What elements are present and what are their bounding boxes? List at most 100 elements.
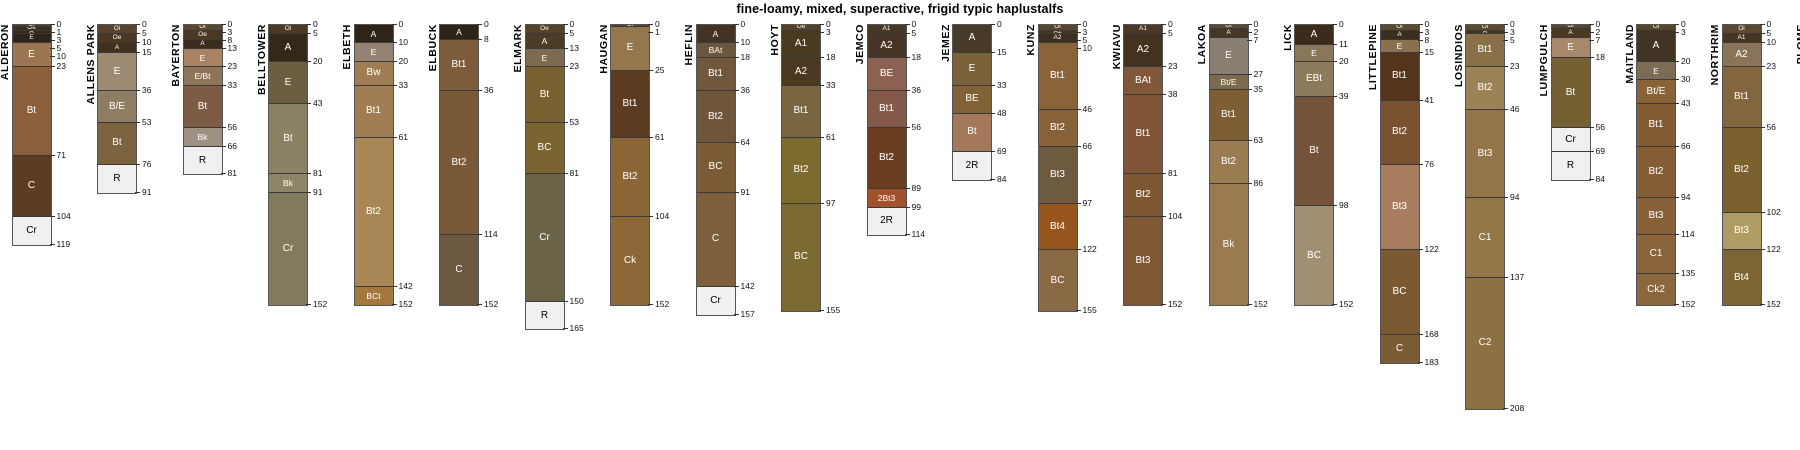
- soil-horizon[interactable]: C1: [1466, 198, 1504, 278]
- soil-profile[interactable]: PLOMEOiOeAEE/BBt1Bt2C03513465894112157: [1795, 24, 1800, 316]
- soil-horizon[interactable]: Bt2: [1722, 128, 1761, 214]
- soil-horizon[interactable]: BC: [782, 203, 820, 311]
- soil-horizon[interactable]: Oe: [782, 25, 820, 31]
- soil-horizon[interactable]: Bt1: [611, 71, 649, 138]
- profile-column[interactable]: Oi A Bt1 Bt2 Bt3 C1 C2: [1465, 24, 1505, 410]
- soil-profile[interactable]: LAKOA Oi A E Bt/E Bt1 Bt2 Bk 0 2 7 27 35 63 86 152: [1196, 20, 1268, 308]
- soil-horizon[interactable]: Oi: [269, 25, 307, 35]
- soil-horizon[interactable]: EBt: [1295, 61, 1333, 97]
- soil-profile[interactable]: LOSINDIOS Oi A Bt1 Bt2 Bt3 C1 C2 0 3 5 23 46 94 137 208: [1453, 20, 1525, 412]
- soil-horizon[interactable]: Bt2: [1637, 146, 1675, 199]
- soil-horizon[interactable]: Oi: [611, 25, 649, 27]
- soil-horizon[interactable]: 2Bt3: [867, 189, 906, 208]
- soil-horizon[interactable]: Bt2: [440, 91, 478, 236]
- soil-horizon[interactable]: A: [1466, 30, 1504, 35]
- soil-horizon[interactable]: E: [12, 34, 51, 44]
- soil-horizon[interactable]: Ck2: [1637, 274, 1675, 306]
- soil-horizon[interactable]: Bt/E: [1637, 80, 1675, 105]
- soil-horizon[interactable]: A: [354, 25, 393, 44]
- soil-horizon[interactable]: B/E: [98, 91, 136, 123]
- soil-horizon[interactable]: BAt: [1124, 67, 1162, 96]
- soil-horizon[interactable]: Bt2: [1466, 67, 1504, 110]
- soil-profile[interactable]: LICK A E EBt Bt BC 0 11 20 39 98 152: [1282, 20, 1354, 308]
- soil-profile[interactable]: JEMEZ A E BE Bt 2R 0 15 33 48 69 84: [940, 20, 1007, 183]
- profile-column[interactable]: Oi A E Bt Bk Cr: [268, 24, 308, 307]
- soil-horizon[interactable]: E: [1637, 61, 1675, 81]
- soil-horizon[interactable]: BE: [953, 85, 991, 114]
- soil-horizon[interactable]: Bt3: [1722, 213, 1761, 251]
- soil-horizon[interactable]: Bk: [183, 128, 222, 147]
- soil-profile[interactable]: KWIAVU A1 A2 BAt Bt1 Bt2 Bt3 0 5 23 38 81 104 152: [1111, 20, 1183, 308]
- profile-column[interactable]: Oi Oe A E B/E Bt R: [97, 24, 137, 194]
- soil-horizon[interactable]: A: [1637, 30, 1675, 62]
- soil-horizon[interactable]: A: [525, 34, 564, 49]
- soil-profile[interactable]: MAITLAND Oi A E Bt/E Bt1 Bt2 Bt3 C1 Ck2 0 3 20 30 43 66…: [1624, 20, 1696, 308]
- soil-profile[interactable]: BELLTOWER Oi A E Bt Bk Cr 0 5 20 43 81 91 152: [256, 20, 328, 308]
- soil-horizon[interactable]: R: [525, 301, 564, 330]
- soil-horizon[interactable]: Bt1: [782, 85, 820, 138]
- profile-column[interactable]: Oi A E Bt1 Bt2 Bt3 BC C: [1379, 24, 1420, 364]
- soil-horizon[interactable]: E/Bt: [183, 67, 222, 86]
- soil-horizon[interactable]: Bt3: [1466, 109, 1504, 199]
- soil-horizon[interactable]: Bt2: [1380, 100, 1419, 166]
- soil-horizon[interactable]: Cr: [12, 216, 51, 245]
- soil-horizon[interactable]: A1: [782, 30, 820, 59]
- soil-horizon[interactable]: Oi: [1637, 25, 1675, 31]
- soil-horizon[interactable]: BC: [1038, 250, 1077, 311]
- soil-horizon[interactable]: BCt: [354, 286, 393, 306]
- soil-horizon[interactable]: Bt2: [782, 137, 820, 204]
- soil-horizon[interactable]: A: [269, 34, 307, 62]
- soil-horizon[interactable]: Bt2: [696, 91, 735, 144]
- soil-horizon[interactable]: Oi: [1380, 25, 1419, 31]
- soil-profile[interactable]: LUMPGULCH Oi A E Bt Cr R 0 2 7 18 56 69 84: [1538, 20, 1605, 183]
- soil-horizon[interactable]: E: [1551, 37, 1590, 59]
- soil-horizon[interactable]: 2R: [867, 207, 906, 236]
- profile-column[interactable]: Oi A E Bt/E Bt1 Bt2 Bk: [1208, 24, 1249, 307]
- soil-horizon[interactable]: A: [440, 25, 478, 40]
- profile-column[interactable]: A1 A2 BAt Bt1 Bt2 Bt3: [1123, 24, 1163, 307]
- soil-horizon[interactable]: Bt3: [1380, 165, 1419, 251]
- soil-horizon[interactable]: E: [525, 48, 564, 68]
- soil-horizon[interactable]: Oe: [183, 30, 222, 40]
- profile-column[interactable]: A BAt Bt1 Bt2 BC C Cr: [695, 24, 736, 316]
- profile-column[interactable]: A E EBt Bt BC: [1294, 24, 1334, 307]
- soil-horizon[interactable]: Bt1: [696, 58, 735, 92]
- soil-horizon[interactable]: E: [98, 52, 136, 92]
- soil-profile[interactable]: HAUGANOi E Bt1 Bt2 Ck 01 25 61 104 152: [598, 20, 670, 308]
- soil-horizon[interactable]: Bt/E: [1209, 74, 1248, 90]
- profile-column[interactable]: Oe A1 A2 Bt1 Bt2 BC: [781, 24, 821, 312]
- soil-horizon[interactable]: Oi: [1209, 25, 1248, 29]
- soil-horizon[interactable]: A: [1209, 28, 1248, 38]
- soil-horizon[interactable]: C2: [1466, 277, 1504, 409]
- soil-horizon[interactable]: Oe: [525, 25, 564, 35]
- soil-horizon[interactable]: Bt2: [354, 137, 393, 287]
- soil-horizon[interactable]: Cr: [696, 286, 735, 315]
- soil-profile[interactable]: HOYT Oe A1 A2 Bt1 Bt2 BC 0 3 18 33 61 97 155: [769, 20, 841, 314]
- soil-horizon[interactable]: BC: [696, 143, 735, 193]
- soil-horizon[interactable]: E: [1380, 39, 1419, 53]
- soil-horizon[interactable]: BAt: [696, 43, 735, 59]
- soil-horizon[interactable]: Bt2: [1209, 141, 1248, 184]
- soil-horizon[interactable]: Bt1: [1209, 89, 1248, 142]
- soil-horizon[interactable]: Bt1: [1124, 95, 1162, 175]
- soil-horizon[interactable]: Bt3: [1124, 216, 1162, 306]
- soil-horizon[interactable]: Ck: [611, 216, 649, 306]
- soil-profile[interactable]: HEFLIN A BAt Bt1 Bt2 BC C Cr 0 10 18 36 64 91 142 157: [683, 20, 755, 318]
- soil-horizon[interactable]: BC: [525, 122, 564, 175]
- soil-horizon[interactable]: Cr: [525, 174, 564, 302]
- soil-horizon[interactable]: E: [354, 43, 393, 62]
- soil-horizon[interactable]: Oe: [12, 26, 51, 31]
- soil-horizon[interactable]: Oe: [98, 34, 136, 44]
- soil-horizon[interactable]: A: [1551, 28, 1590, 38]
- soil-horizon[interactable]: A2: [1038, 34, 1077, 44]
- soil-horizon[interactable]: Oi: [183, 25, 222, 31]
- soil-horizon[interactable]: Bt2: [1124, 174, 1162, 217]
- soil-horizon[interactable]: Bt1: [1637, 104, 1675, 147]
- soil-horizon[interactable]: Bt1: [867, 91, 906, 129]
- soil-horizon[interactable]: Bw: [354, 61, 393, 86]
- soil-horizon[interactable]: A2: [782, 58, 820, 86]
- soil-horizon[interactable]: Bt1: [1380, 52, 1419, 101]
- soil-profile[interactable]: BAYERTON Oi Oe A E E/Bt Bt Bk R 0 3 8 13 23 33 56 66 81: [170, 20, 237, 177]
- soil-horizon[interactable]: 2R: [953, 152, 991, 180]
- soil-horizon[interactable]: A2: [1722, 43, 1761, 68]
